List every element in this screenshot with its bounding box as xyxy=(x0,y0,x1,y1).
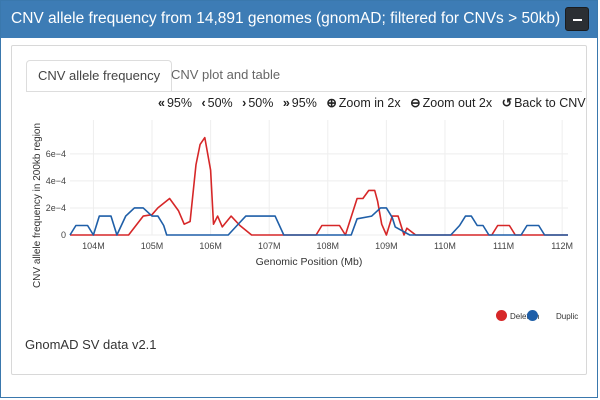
shift-left-50-label: 50% xyxy=(207,96,233,110)
data-source-label: GnomAD SV data v2.1 xyxy=(25,337,157,352)
x-tick-label: 112M xyxy=(551,241,573,251)
back-to-cnv-button[interactable]: ↺ Back to CNV xyxy=(502,95,586,110)
x-tick-label: 104M xyxy=(82,241,105,251)
undo-icon: ↺ xyxy=(501,96,513,110)
x-tick-label: 111M xyxy=(493,241,514,251)
zoom-in-button[interactable]: ⊕ Zoom in 2x xyxy=(326,95,400,110)
shift-right-95-button[interactable]: » 95% xyxy=(283,96,317,110)
chevron-right-icon: › xyxy=(242,96,247,110)
x-axis-label: Genomic Position (Mb) xyxy=(256,256,363,268)
panel-body: CNV allele frequency CNV plot and table … xyxy=(11,45,587,375)
zoom-out-label: Zoom out 2x xyxy=(422,96,493,110)
zoom-out-button[interactable]: ⊖ Zoom out 2x xyxy=(410,95,492,110)
legend-duplication-swatch xyxy=(527,310,538,321)
zoom-in-label: Zoom in 2x xyxy=(338,96,401,110)
legend-deletion-swatch xyxy=(496,310,507,321)
shift-left-50-button[interactable]: ‹ 50% xyxy=(201,96,232,110)
panel-header: CNV allele frequency from 14,891 genomes… xyxy=(1,1,597,38)
tab-divider xyxy=(26,91,582,92)
legend-deletion-label: Deletion xyxy=(510,312,540,321)
zoom-in-icon: ⊕ xyxy=(326,96,337,110)
legend-duplication-label: Duplic xyxy=(556,312,579,321)
x-tick-label: 105M xyxy=(141,241,164,251)
shift-right-50-label: 50% xyxy=(248,96,274,110)
y-tick-label: 0 xyxy=(61,230,66,240)
double-chevron-right-icon: » xyxy=(282,96,290,110)
shift-left-95-label: 95% xyxy=(166,96,192,110)
series-line-duplication xyxy=(69,207,568,236)
y-tick-label: 4e−4 xyxy=(46,176,66,186)
tab-cnv-allele-frequency[interactable]: CNV allele frequency xyxy=(26,60,173,92)
zoom-out-icon: ⊖ xyxy=(410,96,421,110)
x-tick-label: 110M xyxy=(434,241,456,251)
tab-cnv-plot-and-table[interactable]: CNV plot and table xyxy=(171,67,281,82)
y-tick-label: 6e−4 xyxy=(46,149,66,159)
chevron-left-icon: ‹ xyxy=(201,96,206,110)
y-tick-label: 2e−4 xyxy=(46,203,66,213)
x-tick-label: 107M xyxy=(258,241,281,251)
x-tick-label: 109M xyxy=(375,241,398,251)
panel-title: CNV allele frequency from 14,891 genomes… xyxy=(11,10,561,27)
minus-icon xyxy=(573,19,582,21)
x-tick-label: 106M xyxy=(199,241,222,251)
cnv-frequency-chart: 104M 105M 106M 107M 108M 109M 110M 111M 112M 0 2e−… xyxy=(32,120,573,288)
double-chevron-left-icon: « xyxy=(158,96,165,110)
y-axis-label: CNV allele frequency in 200kb region xyxy=(32,123,43,288)
collapse-button[interactable] xyxy=(565,7,589,31)
shift-left-95-button[interactable]: «95% xyxy=(158,96,192,110)
shift-right-50-button[interactable]: › 50% xyxy=(242,96,273,110)
series-line-deletion xyxy=(70,136,568,236)
back-to-cnv-label: Back to CNV xyxy=(514,96,586,110)
shift-right-95-label: 95% xyxy=(291,96,317,110)
x-tick-label: 108M xyxy=(317,241,340,251)
plot-toolbar: «95% ‹ 50% › 50% » 95% ⊕ Zoom in 2x ⊖ Zoom ou… xyxy=(158,95,592,113)
